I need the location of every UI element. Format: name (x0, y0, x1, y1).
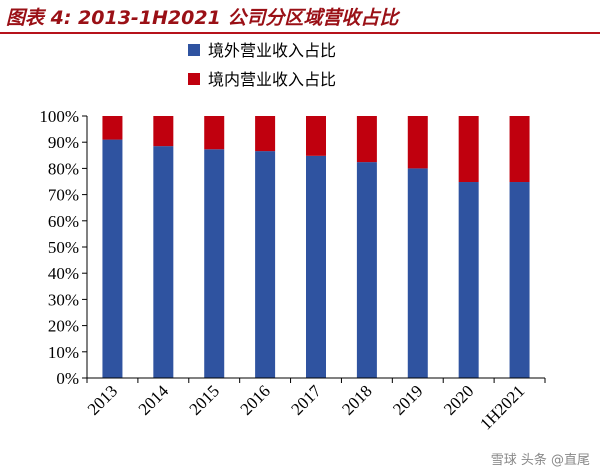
y-tick-label: 70% (48, 186, 79, 205)
y-tick-label: 10% (48, 343, 79, 362)
y-tick-label: 50% (48, 238, 79, 257)
bar-overseas (153, 146, 174, 378)
bar-overseas (204, 149, 225, 378)
y-tick-label: 100% (39, 107, 79, 126)
x-tick-label: 2017 (287, 381, 325, 419)
bar-domestic (102, 116, 123, 140)
bar-overseas (458, 182, 479, 378)
bar-domestic (356, 116, 377, 163)
bar-overseas (255, 151, 276, 378)
x-tick-label: 2014 (135, 381, 173, 419)
y-tick-label: 60% (48, 212, 79, 231)
bar-domestic (407, 116, 428, 169)
x-tick-label: 2020 (440, 381, 477, 418)
y-tick-label: 0% (56, 369, 79, 388)
legend-label: 境外营业收入占比 (208, 41, 336, 60)
x-tick-label: 2013 (84, 381, 121, 418)
watermark-text: 雪球 头条 @直尾 (490, 453, 590, 468)
x-tick-label: 2016 (236, 381, 273, 418)
bar-domestic (458, 116, 479, 183)
title-bar: 图表 4: 2013-1H2021 公司分区域营收占比 (0, 0, 600, 34)
bar-domestic (255, 116, 276, 152)
bar-domestic (204, 116, 225, 150)
bar-domestic (153, 116, 174, 147)
y-tick-label: 90% (48, 133, 79, 152)
x-tick-label: 2019 (389, 381, 426, 418)
y-tick-label: 30% (48, 290, 79, 309)
chart-title: 图表 4: 2013-1H2021 公司分区域营收占比 (6, 7, 399, 29)
bar-overseas (356, 162, 377, 378)
bar-domestic (509, 116, 530, 183)
bar-overseas (407, 168, 428, 378)
y-tick-label: 20% (48, 317, 79, 336)
legend-swatch (188, 73, 200, 85)
legend-swatch (188, 44, 200, 56)
legend-label: 境内营业收入占比 (208, 70, 336, 89)
y-tick-label: 40% (48, 264, 79, 283)
x-tick-label: 2018 (338, 381, 375, 418)
bar-domestic (306, 116, 326, 156)
y-tick-label: 80% (48, 159, 79, 178)
bar-overseas (102, 139, 123, 378)
x-tick-label: 1H2021 (476, 381, 528, 433)
bar-overseas (509, 182, 530, 378)
x-tick-label: 2015 (186, 381, 223, 418)
bar-overseas (306, 155, 326, 378)
